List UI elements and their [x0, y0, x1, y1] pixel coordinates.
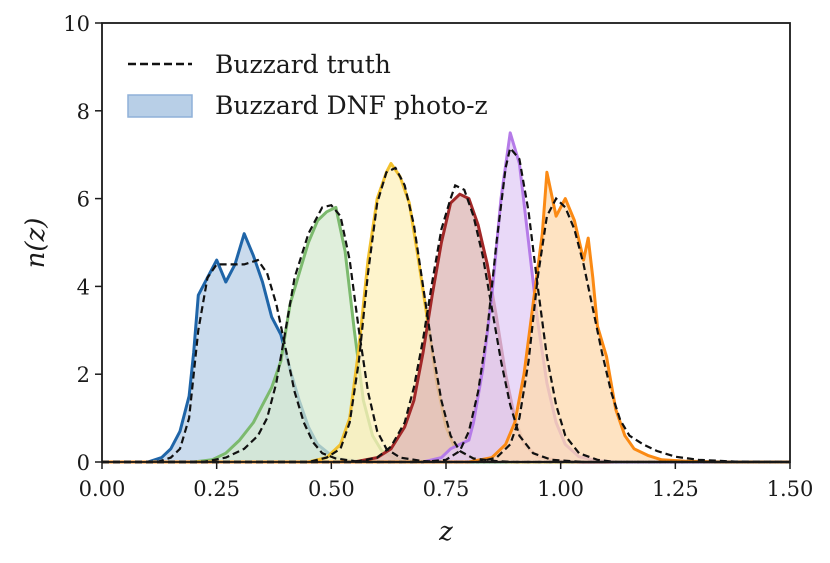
photoz-area-2: [102, 207, 790, 462]
photoz-area-4: [102, 194, 790, 462]
photoz-fills: [102, 131, 790, 464]
truth-line-5: [102, 145, 790, 464]
y-tick-label: 10: [63, 12, 90, 36]
photoz-line-6: [102, 170, 790, 464]
truth-line-4: [102, 183, 790, 464]
y-tick-label: 4: [77, 275, 90, 299]
tick-labels: 0.00 0.25 0.50 0.75 1.00 1.25 1.50 0 2 4 6 8 10: [63, 12, 813, 501]
x-tick-label: 0.75: [423, 477, 470, 501]
y-tick-label: 8: [77, 100, 90, 124]
axes: [95, 22, 791, 469]
truth-line-6: [102, 196, 791, 464]
y-tick-label: 2: [77, 363, 90, 387]
legend-photoz-label: Buzzard DNF photo-z: [215, 91, 488, 120]
truth-lines: [102, 145, 791, 464]
truth-line-2: [102, 203, 790, 464]
truth-line-1: [102, 258, 790, 464]
legend-truth-label: Buzzard truth: [215, 50, 391, 79]
x-tick-label: 0.50: [308, 477, 355, 501]
y-axis-label: n(z): [21, 218, 51, 269]
x-axis-label: z: [438, 517, 453, 547]
legend: Buzzard truth Buzzard DNF photo-z: [127, 50, 488, 120]
y-tick-label: 6: [77, 188, 90, 212]
x-tick-label: 0.25: [193, 477, 240, 501]
truth-line-3: [102, 166, 790, 464]
x-tick-label: 0.00: [79, 477, 126, 501]
x-tick-label: 1.00: [537, 477, 584, 501]
x-tick-label: 1.50: [767, 477, 814, 501]
y-tick-label: 0: [77, 451, 90, 475]
legend-photoz-swatch: [127, 94, 193, 118]
x-tick-label: 1.25: [652, 477, 699, 501]
